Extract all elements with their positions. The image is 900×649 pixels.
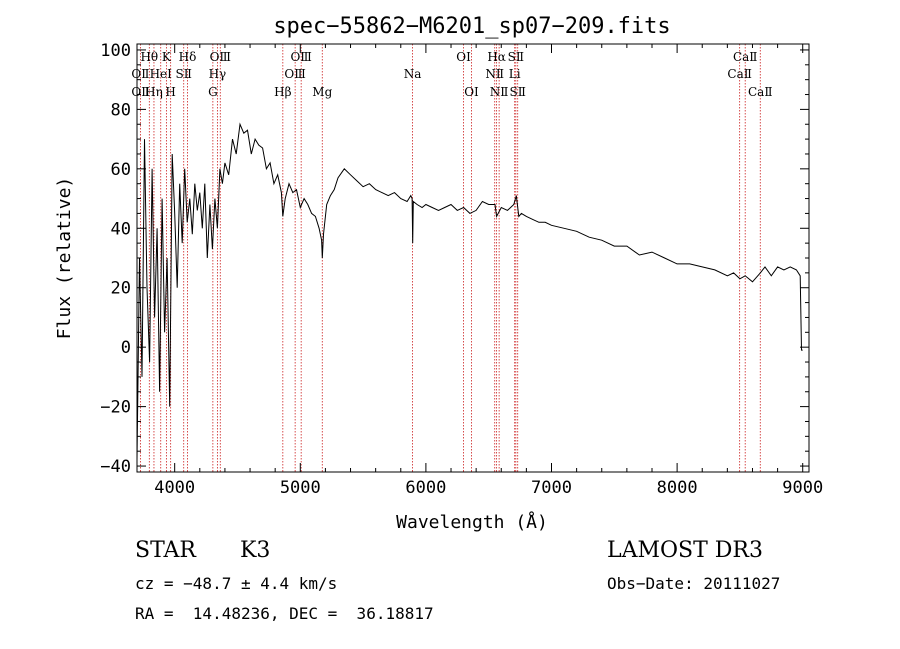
- x-tick-label: 7000: [531, 478, 572, 498]
- y-axis-label: Flux (relative): [54, 177, 75, 340]
- y-tick-label: 40: [111, 219, 131, 239]
- x-axis-ticks: 4000 5000 6000 7000 8000 9000: [154, 44, 823, 498]
- spectral-line-label: SⅡ: [176, 67, 192, 81]
- spectral-line-label: OⅢ: [210, 50, 231, 64]
- x-tick-label: 9000: [782, 478, 823, 498]
- spectral-line-labels: OⅡOⅡHθHηHeIKHSⅡHδGHγOⅢHβOⅢOⅢMgNaOIOINⅡHα…: [131, 50, 772, 99]
- spectral-line-label: OⅡ: [131, 85, 149, 99]
- x-axis-label: Wavelength (Å): [396, 511, 548, 533]
- spectral-line-label: Li: [509, 67, 521, 81]
- chart-title: spec−55862−M6201_sp07−209.fits: [273, 14, 670, 39]
- spectral-line-label: OI: [464, 85, 479, 99]
- spectral-line-label: NⅡ: [485, 67, 504, 81]
- spectral-line-label: Mg: [312, 85, 332, 99]
- x-tick-label: 8000: [657, 478, 698, 498]
- x-tick-label: 6000: [405, 478, 446, 498]
- survey-name: LAMOST DR3: [607, 538, 763, 563]
- y-tick-label: −20: [100, 398, 131, 418]
- spectral-line-label: OⅡ: [131, 67, 149, 81]
- y-tick-label: 80: [111, 100, 131, 120]
- spectral-line-label: SⅡ: [510, 85, 526, 99]
- y-tick-label: 100: [100, 41, 131, 61]
- spectral-line-label: OⅢ: [290, 50, 311, 64]
- spectral-line-label: Hβ: [274, 85, 291, 99]
- spectral-line-label: CaⅡ: [733, 50, 758, 64]
- object-class: STAR: [135, 538, 196, 563]
- coordinates: RA = 14.48236, DEC = 36.18817: [135, 604, 434, 623]
- spectral-line-label: Hθ: [140, 50, 158, 64]
- x-tick-label: 4000: [154, 478, 195, 498]
- spectral-line-label: H: [165, 85, 175, 99]
- spectral-line-label: Na: [404, 67, 422, 81]
- radial-velocity: cz = −48.7 ± 4.4 km/s: [135, 574, 338, 593]
- y-tick-label: 0: [121, 338, 131, 358]
- spectral-line-label: SⅡ: [508, 50, 524, 64]
- observation-date: Obs−Date: 20111027: [607, 574, 781, 593]
- spectral-line-label: Hη: [145, 85, 163, 99]
- y-tick-label: −40: [100, 457, 131, 477]
- x-tick-label: 5000: [280, 478, 321, 498]
- spectral-line-label: NⅡ: [490, 85, 509, 99]
- object-subclass: K3: [240, 538, 271, 563]
- spectral-line-label: CaⅡ: [727, 67, 752, 81]
- spectral-line-label: CaⅡ: [748, 85, 773, 99]
- flux-spectrum-line: [136, 122, 803, 461]
- y-tick-label: 20: [111, 279, 131, 299]
- spectral-line-label: K: [162, 50, 172, 64]
- spectral-line-label: Hγ: [209, 67, 227, 81]
- spectral-line-label: Hδ: [179, 50, 197, 64]
- spectral-line-label: HeI: [150, 67, 173, 81]
- spectral-line-label: G: [208, 85, 218, 99]
- y-axis-ticks: −40 −20 0 20 40 60 80 100: [100, 41, 809, 477]
- spectral-line-label: OⅢ: [284, 67, 305, 81]
- spectral-line-label: OI: [456, 50, 471, 64]
- plot-frame: [136, 43, 810, 473]
- spectral-line-markers: [139, 44, 761, 472]
- y-tick-label: 60: [111, 160, 131, 180]
- spectral-line-label: Hα: [487, 50, 506, 64]
